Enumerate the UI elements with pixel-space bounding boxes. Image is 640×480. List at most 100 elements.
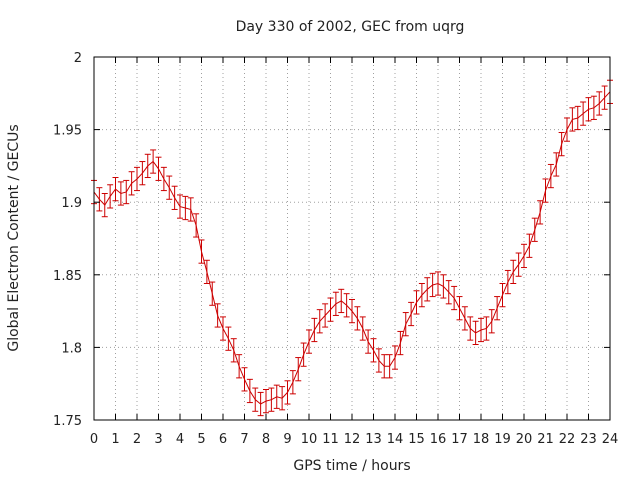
data-point-error-bar bbox=[107, 184, 114, 209]
data-point-error-bar bbox=[542, 178, 549, 203]
data-point-error-bar bbox=[553, 152, 560, 177]
data-point-error-bar bbox=[574, 105, 581, 131]
data-point-error-bar bbox=[569, 107, 576, 132]
data-point-error-bar bbox=[499, 283, 506, 308]
data-point-error-bar bbox=[166, 175, 173, 200]
x-tick-label: 14 bbox=[387, 432, 404, 447]
data-point-error-bar bbox=[306, 329, 312, 354]
x-tick-label: 24 bbox=[602, 432, 619, 447]
x-tick-label: 0 bbox=[90, 432, 98, 447]
data-point-error-bar bbox=[225, 326, 232, 351]
data-point-error-bar bbox=[209, 281, 216, 306]
data-point-error-bar bbox=[230, 338, 237, 363]
data-point-error-bar bbox=[268, 387, 275, 412]
chart-title: Day 330 of 2002, GEC from uqrg bbox=[236, 19, 465, 35]
x-tick-label: 5 bbox=[197, 432, 205, 447]
data-point-error-bar bbox=[408, 301, 415, 327]
data-point-error-bar bbox=[392, 345, 398, 370]
data-point-error-bar bbox=[96, 187, 103, 212]
data-point-error-bar bbox=[472, 320, 479, 345]
data-point-error-bar bbox=[203, 259, 210, 285]
data-point-error-bar bbox=[193, 213, 200, 238]
data-point-error-bar bbox=[354, 306, 361, 331]
x-tick-label: 8 bbox=[262, 432, 270, 447]
x-tick-label: 15 bbox=[408, 432, 425, 447]
data-point-error-bar bbox=[171, 185, 178, 210]
data-point-error-bar bbox=[445, 280, 452, 305]
data-point-error-bar bbox=[440, 274, 447, 299]
data-point-error-bar bbox=[413, 290, 420, 315]
data-point-error-bar bbox=[101, 192, 108, 218]
y-tick-label: 1.95 bbox=[53, 124, 82, 139]
data-point-error-bar bbox=[263, 389, 269, 414]
x-tick-label: 22 bbox=[559, 432, 576, 447]
x-tick-label: 10 bbox=[301, 432, 318, 447]
data-point-error-bar bbox=[316, 309, 323, 334]
x-tick-label: 13 bbox=[365, 432, 382, 447]
x-tick-label: 17 bbox=[451, 432, 468, 447]
data-point-error-bar bbox=[295, 357, 302, 382]
data-point-error-bar bbox=[537, 200, 544, 225]
data-point-error-bar bbox=[182, 195, 189, 221]
x-tick-label: 23 bbox=[580, 432, 597, 447]
data-point-error-bar bbox=[424, 277, 431, 302]
x-tick-label: 9 bbox=[283, 432, 291, 447]
data-point-error-bar bbox=[257, 391, 264, 417]
data-point-error-bar bbox=[128, 171, 135, 196]
y-tick-label: 1.85 bbox=[53, 269, 82, 284]
x-tick-label: 11 bbox=[322, 432, 339, 447]
data-point-error-bar bbox=[515, 252, 522, 277]
axis-ticks: 0 1 2 3 4 5 6 7 8 9 10 11 12 13 14 15 16 17 18 19 20 21 22 23 24… bbox=[53, 51, 618, 447]
data-point-error-bar bbox=[397, 330, 404, 356]
data-point-error-bar bbox=[547, 163, 554, 189]
data-point-error-bar bbox=[112, 177, 119, 202]
data-point-error-bar bbox=[311, 317, 318, 343]
data-point-error-bar bbox=[349, 298, 355, 324]
data-point-error-bar bbox=[123, 179, 130, 205]
data-point-error-bar bbox=[338, 288, 345, 314]
data-point-error-bar bbox=[418, 283, 425, 308]
data-point-error-bar bbox=[273, 384, 280, 409]
x-tick-label: 12 bbox=[344, 432, 361, 447]
data-point-error-bar bbox=[220, 316, 226, 341]
data-point-error-bar bbox=[590, 95, 597, 120]
data-point-error-bar bbox=[564, 117, 570, 142]
data-point-error-bar bbox=[284, 380, 291, 405]
series-error-bars bbox=[91, 79, 613, 417]
data-point-error-bar bbox=[494, 296, 501, 321]
data-point-error-bar bbox=[279, 386, 286, 411]
x-tick-label: 21 bbox=[537, 432, 554, 447]
data-point-error-bar bbox=[252, 387, 259, 412]
x-tick-label: 7 bbox=[240, 432, 248, 447]
data-point-error-bar bbox=[531, 217, 538, 242]
x-axis-title: GPS time / hours bbox=[293, 458, 410, 474]
data-point-error-bar bbox=[241, 367, 248, 392]
data-point-error-bar bbox=[456, 296, 463, 321]
data-point-error-bar bbox=[558, 132, 565, 157]
data-point-error-bar bbox=[429, 272, 436, 298]
data-point-error-bar bbox=[504, 269, 511, 295]
x-tick-label: 20 bbox=[516, 432, 533, 447]
x-tick-label: 2 bbox=[133, 432, 141, 447]
y-tick-label: 1.9 bbox=[61, 196, 82, 211]
data-point-error-bar bbox=[177, 194, 183, 219]
data-point-error-bar bbox=[451, 285, 458, 311]
data-point-error-bar bbox=[402, 312, 409, 337]
data-point-error-bar bbox=[488, 309, 495, 334]
data-point-error-bar bbox=[521, 243, 527, 269]
data-point-error-bar bbox=[375, 348, 382, 373]
data-point-error-bar bbox=[332, 291, 339, 316]
data-point-error-bar bbox=[214, 303, 221, 328]
data-point-error-bar bbox=[300, 342, 307, 367]
x-tick-label: 4 bbox=[176, 432, 184, 447]
data-point-error-bar bbox=[526, 233, 533, 258]
data-point-error-bar bbox=[198, 239, 205, 264]
x-tick-label: 19 bbox=[494, 432, 511, 447]
data-point-error-bar bbox=[510, 259, 517, 285]
data-point-error-bar bbox=[461, 306, 468, 331]
data-point-error-bar bbox=[343, 293, 350, 318]
data-point-error-bar bbox=[365, 329, 372, 354]
data-point-error-bar bbox=[236, 354, 243, 379]
y-axis-title: Global Electron Content / GECUs bbox=[6, 124, 22, 351]
